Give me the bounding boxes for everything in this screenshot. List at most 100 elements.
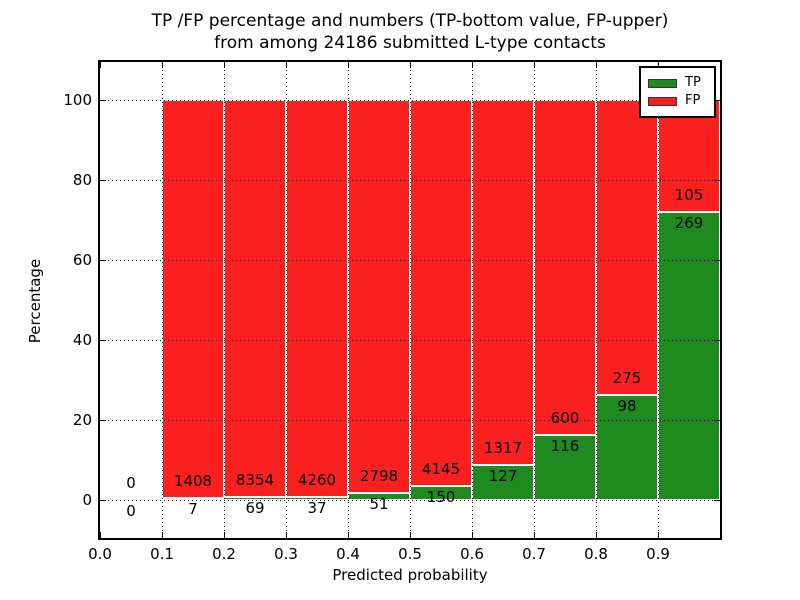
legend-label-fp: FP: [685, 93, 701, 108]
gridline-v: [162, 62, 163, 538]
y-tick-label: 80: [72, 171, 92, 189]
chart-title-line1: TP /FP percentage and numbers (TP-bottom…: [151, 11, 669, 31]
tick-mark: [472, 62, 473, 68]
bar-segment-fp: [472, 100, 534, 465]
y-tick-label: 100: [63, 91, 92, 109]
x-tick-label: 0.2: [212, 545, 236, 563]
x-tick-label: 0.4: [336, 545, 360, 563]
bar-label-tp: 69: [245, 498, 265, 517]
tick-mark: [286, 62, 287, 68]
gridline-v: [286, 62, 287, 538]
tick-mark: [714, 420, 720, 421]
legend-item-fp: FP: [648, 93, 710, 109]
bar-label-tp: 51: [369, 494, 389, 513]
tick-mark: [714, 180, 720, 181]
bar-segment-fp: [224, 100, 286, 497]
tick-mark: [410, 62, 411, 68]
x-tick-label: 0.5: [398, 545, 422, 563]
tick-mark: [100, 260, 106, 261]
gridline-v: [224, 62, 225, 538]
bar-segment-fp: [534, 100, 596, 436]
tick-mark: [472, 532, 473, 538]
tick-mark: [410, 532, 411, 538]
bar-label-tp: 150: [426, 488, 456, 507]
bar-label-fp: 105: [674, 186, 704, 205]
y-tick-label: 0: [82, 491, 92, 509]
tick-mark: [348, 532, 349, 538]
y-axis-label: Percentage: [26, 258, 44, 344]
bar-label-fp: 4145: [421, 460, 461, 479]
gridline-v: [596, 62, 597, 538]
bar-label-fp: 2798: [359, 466, 399, 485]
x-tick-label: 0.9: [646, 545, 670, 563]
bar-label-tp: 0: [126, 502, 136, 520]
x-tick-label: 0.0: [88, 545, 112, 563]
bar-label-tp: 98: [617, 396, 637, 415]
tick-mark: [596, 62, 597, 68]
bar-label-tp: 37: [307, 498, 327, 517]
bar-segment-tp: [658, 212, 720, 500]
plot-area: TP FP 0 0 1408 7 8354 69 4260 37 2798 51 4145 150 13…: [98, 60, 722, 540]
tick-mark: [100, 420, 106, 421]
legend-swatch-fp-icon: [648, 96, 677, 106]
tick-mark: [286, 532, 287, 538]
tick-mark: [534, 532, 535, 538]
tick-mark: [224, 62, 225, 68]
y-tick-label: 40: [72, 331, 92, 349]
tick-mark: [100, 100, 106, 101]
gridline-v: [534, 62, 535, 538]
gridline-v: [472, 62, 473, 538]
tick-mark: [714, 340, 720, 341]
tick-mark: [100, 500, 106, 501]
x-tick-label: 0.6: [460, 545, 484, 563]
tick-mark: [162, 62, 163, 68]
tick-mark: [100, 532, 101, 538]
tick-mark: [100, 340, 106, 341]
bar-label-fp: 275: [612, 368, 642, 387]
bar-label-tp: 127: [488, 466, 518, 485]
bar-segment-fp: [658, 100, 720, 213]
bar-segment-tp: [596, 394, 658, 500]
tick-mark: [714, 260, 720, 261]
bar-label-tp: 7: [188, 500, 198, 519]
legend-item-tp: TP: [648, 75, 710, 91]
x-tick-label: 0.7: [522, 545, 546, 563]
bar-segment-fp: [162, 100, 224, 499]
gridline-v: [348, 62, 349, 538]
bar-label-fp: 8354: [235, 470, 275, 489]
legend: TP FP: [639, 66, 716, 118]
bar-label-fp: 1317: [483, 438, 523, 457]
gridline-v: [658, 62, 659, 538]
bar-label-tp: 116: [550, 437, 580, 456]
bar-segment-fp: [596, 100, 658, 395]
x-axis-label: Predicted probability: [332, 566, 488, 584]
bar-label-fp: 600: [550, 409, 580, 428]
y-tick-label: 60: [72, 251, 92, 269]
tick-mark: [162, 532, 163, 538]
tick-mark: [714, 100, 720, 101]
tick-mark: [100, 180, 106, 181]
x-tick-label: 0.1: [150, 545, 174, 563]
tick-mark: [534, 62, 535, 68]
tick-mark: [348, 62, 349, 68]
y-tick-label: 20: [72, 411, 92, 429]
bar-segment-fp: [348, 100, 410, 493]
legend-label-tp: TP: [685, 75, 701, 90]
bar-segment-fp: [286, 100, 348, 497]
tick-mark: [100, 62, 101, 68]
tick-mark: [596, 532, 597, 538]
chart-title-line2: from among 24186 submitted L-type contac…: [214, 33, 606, 53]
x-tick-label: 0.3: [274, 545, 298, 563]
tick-mark: [714, 500, 720, 501]
x-tick-label: 0.8: [584, 545, 608, 563]
legend-swatch-tp-icon: [648, 78, 677, 88]
tick-mark: [658, 532, 659, 538]
tick-mark: [224, 532, 225, 538]
bar-label-fp: 1408: [173, 472, 213, 491]
gridline-v: [410, 62, 411, 538]
bar-label-tp: 269: [674, 214, 704, 233]
tick-mark: [658, 62, 659, 68]
bar-label-fp: 4260: [297, 470, 337, 489]
bar-segment-fp: [410, 100, 472, 487]
